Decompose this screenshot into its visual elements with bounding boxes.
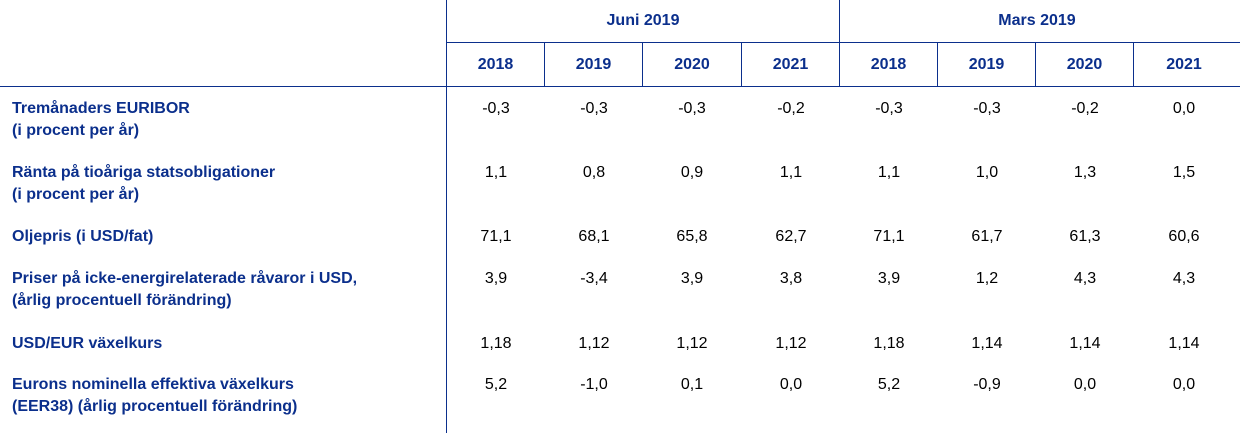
year-divider xyxy=(1133,43,1134,86)
year-header: 2020 xyxy=(1066,55,1103,73)
row-label: Tremånaders EURIBOR (i procent per år) xyxy=(12,100,190,139)
year-divider xyxy=(544,43,545,86)
table-cell: 61,3 xyxy=(1069,228,1101,245)
table-cell: 1,12 xyxy=(676,335,708,352)
table-cell: 71,1 xyxy=(873,228,905,245)
year-header: 2020 xyxy=(674,55,710,73)
table-cell: 0,0 xyxy=(1073,376,1097,393)
table-cell: 1,3 xyxy=(1073,164,1097,181)
table-cell: 1,1 xyxy=(877,164,901,181)
row-label: Ränta på tioåriga statsobligationer (i p… xyxy=(12,164,276,203)
table-cell: 0,1 xyxy=(680,376,704,393)
group-divider xyxy=(839,0,840,86)
table-cell: 0,8 xyxy=(582,164,606,181)
row-label: Priser på icke-energirelaterade råvaror … xyxy=(12,270,358,309)
year-divider xyxy=(741,43,742,86)
table-cell: 5,2 xyxy=(877,376,901,393)
table-cell: 1,0 xyxy=(975,164,999,181)
table-cell: 0,0 xyxy=(1172,100,1196,117)
year-header: 2019 xyxy=(968,55,1005,73)
row-label: Oljepris (i USD/fat) xyxy=(12,228,154,245)
table-cell: 3,9 xyxy=(484,270,508,287)
table-cell: 0,9 xyxy=(680,164,704,181)
table-cell: -0,3 xyxy=(678,100,706,117)
table-cell: 1,12 xyxy=(578,335,610,352)
row-label: USD/EUR växelkurs xyxy=(12,335,163,352)
year-divider xyxy=(937,43,938,86)
table-cell: -0,3 xyxy=(580,100,608,117)
table-cell: 5,2 xyxy=(484,376,508,393)
table-cell: -0,2 xyxy=(1071,100,1099,117)
group-header-rule xyxy=(446,42,1240,43)
row-label: Eurons nominella effektiva växelkurs (EE… xyxy=(12,376,298,415)
table-cell: 3,8 xyxy=(779,270,803,287)
table-cell: 3,9 xyxy=(877,270,901,287)
table-cell: -3,4 xyxy=(580,270,608,287)
table-cell: 3,9 xyxy=(680,270,704,287)
year-header: 2018 xyxy=(477,55,514,73)
table-cell: 71,1 xyxy=(480,228,512,245)
table-cell: 0,0 xyxy=(779,376,803,393)
table-cell: 1,18 xyxy=(480,335,512,352)
table-cell: -0,3 xyxy=(482,100,510,117)
group-header-mars: Mars 2019 xyxy=(998,12,1076,29)
table-cell: -0,9 xyxy=(973,376,1001,393)
table-cell: 61,7 xyxy=(971,228,1003,245)
year-divider xyxy=(1035,43,1036,86)
table-cell: -0,3 xyxy=(973,100,1001,117)
label-column-divider xyxy=(446,0,447,433)
table-cell: 1,1 xyxy=(484,164,508,181)
group-header-juni: Juni 2019 xyxy=(606,12,680,29)
table-cell: 1,1 xyxy=(779,164,803,181)
year-divider xyxy=(642,43,643,86)
table-cell: 1,12 xyxy=(775,335,807,352)
table-cell: 4,3 xyxy=(1172,270,1196,287)
table-cell: 65,8 xyxy=(676,228,708,245)
year-header: 2021 xyxy=(1166,55,1202,73)
table-cell: 4,3 xyxy=(1073,270,1097,287)
header-bottom-rule xyxy=(0,86,1240,87)
table-cell: 68,1 xyxy=(578,228,610,245)
table-cell: 1,5 xyxy=(1172,164,1196,181)
table-cell: 1,2 xyxy=(975,270,999,287)
table-cell: -1,0 xyxy=(580,376,608,393)
table-cell: -0,3 xyxy=(875,100,903,117)
year-header: 2019 xyxy=(575,55,612,73)
year-header: 2018 xyxy=(870,55,907,73)
table-cell: 1,14 xyxy=(1168,335,1200,352)
table-cell: 0,0 xyxy=(1172,376,1196,393)
table-cell: 1,14 xyxy=(971,335,1003,352)
table-cell: 60,6 xyxy=(1168,228,1200,245)
year-header: 2021 xyxy=(772,55,809,73)
table-cell: 1,18 xyxy=(873,335,905,352)
table-cell: 62,7 xyxy=(775,228,807,245)
table-cell: 1,14 xyxy=(1069,335,1101,352)
table-cell: -0,2 xyxy=(777,100,805,117)
